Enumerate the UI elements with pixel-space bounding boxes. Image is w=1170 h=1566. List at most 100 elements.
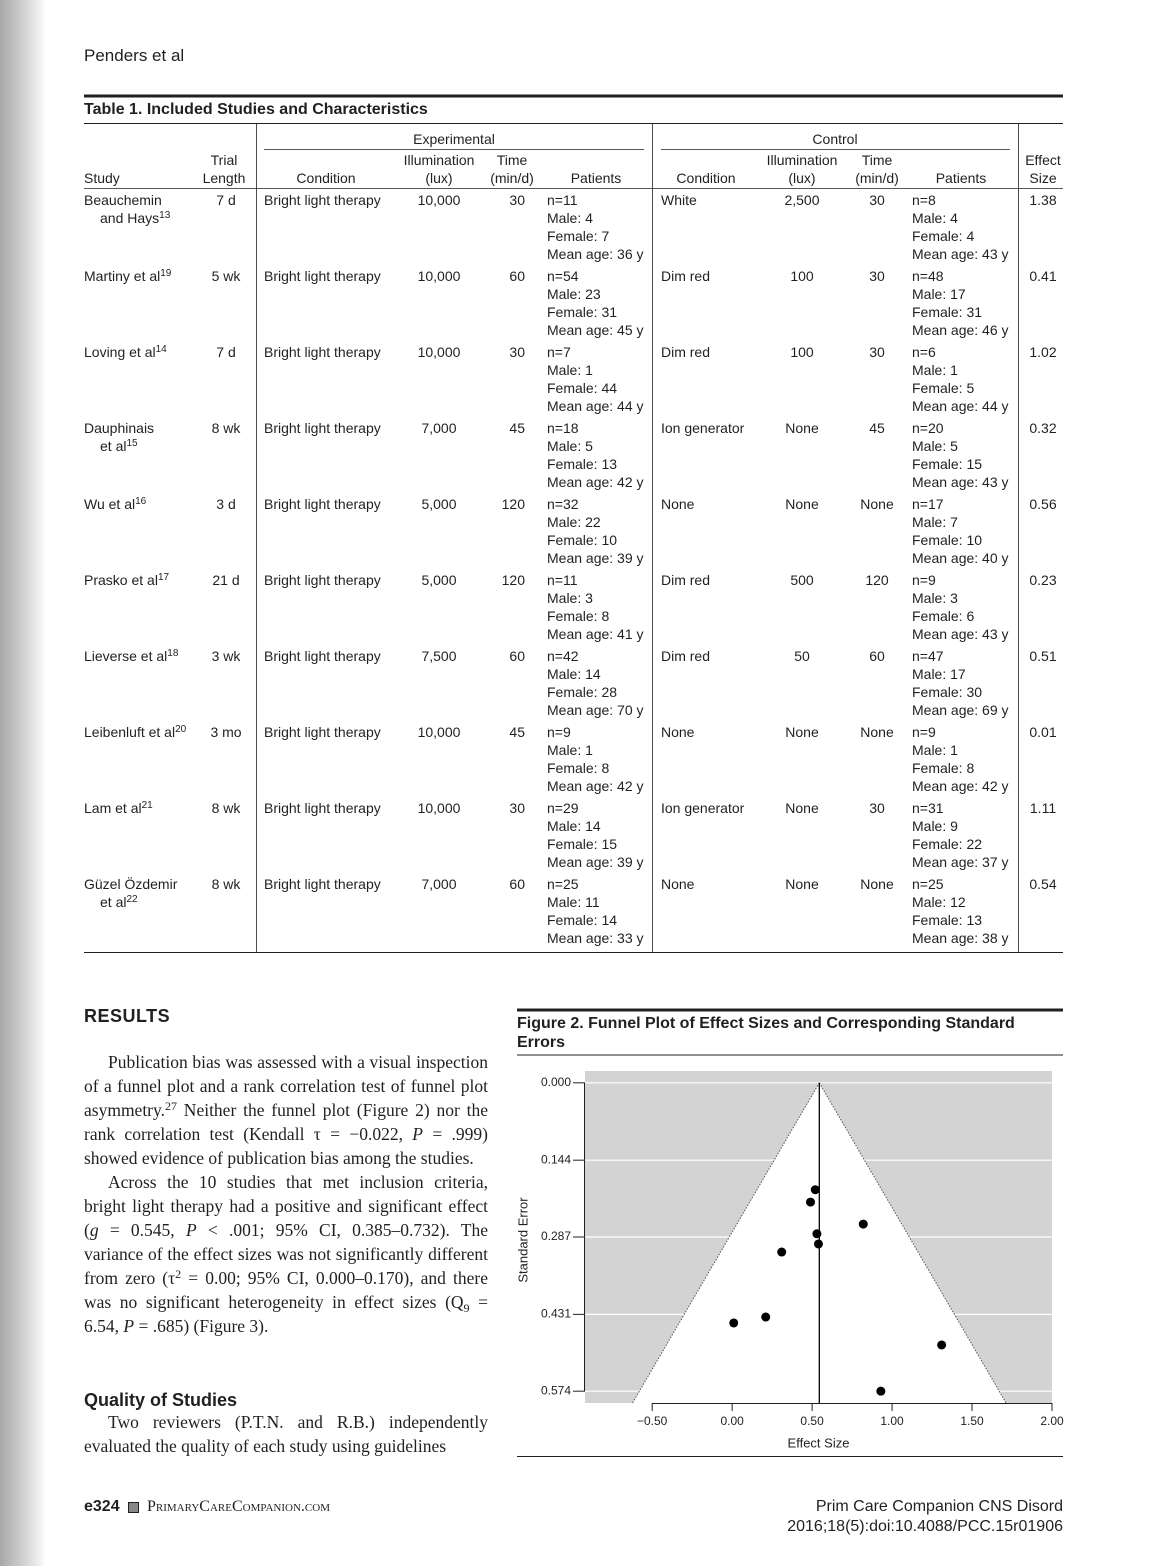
cell: 3 d xyxy=(216,496,236,512)
study-name: Leibenluft et al20 xyxy=(84,723,186,741)
text-run: Two reviewers (P.T.N. and R.B.) independ… xyxy=(84,1412,488,1456)
study-text: et al xyxy=(100,438,127,454)
study-name: Prasko et al17 xyxy=(84,571,169,589)
study-text: Loving et al xyxy=(84,344,156,360)
cell-line: n=11 xyxy=(547,572,578,588)
cell: None xyxy=(785,800,819,816)
cell-line: Male: 1 xyxy=(547,362,593,378)
text-run: 2 xyxy=(175,1267,182,1281)
column-header: Illumination xyxy=(766,152,838,168)
group-header: Experimental xyxy=(413,131,495,147)
cell-line: Male: 4 xyxy=(912,210,958,226)
cell-line: Male: 1 xyxy=(912,362,958,378)
study-text: Wu et al xyxy=(84,496,136,512)
cell-line: n=11 xyxy=(547,192,578,208)
study-name: Dauphinais xyxy=(84,419,154,437)
cell-line: Male: 7 xyxy=(912,514,958,530)
study-text: Martiny et al xyxy=(84,268,161,284)
text-run: = 6.54, xyxy=(84,1292,489,1336)
cell: 45 xyxy=(509,724,525,740)
cell-line: Mean age: 42 y xyxy=(912,778,1009,794)
cell-line: Mean age: 45 y xyxy=(547,322,644,338)
cell: 3 wk xyxy=(211,648,241,664)
section-heading: Quality of Studies xyxy=(84,1390,238,1410)
cell: 120 xyxy=(865,572,889,588)
cell: 1.38 xyxy=(1029,192,1057,208)
cell: 0.32 xyxy=(1029,420,1057,436)
x-tick-label: 1.50 xyxy=(960,1414,984,1428)
reference: 22 xyxy=(126,894,138,905)
cell-line: Mean age: 43 y xyxy=(912,246,1009,262)
study-name: Loving et al14 xyxy=(84,343,167,361)
cell: None xyxy=(860,496,894,512)
column-header: Patients xyxy=(935,170,987,186)
cell: 5,000 xyxy=(421,496,457,512)
cell: None xyxy=(785,876,819,892)
column-header: Patients xyxy=(570,170,622,186)
paragraph: Across the 10 studies that met inclusion… xyxy=(84,1170,488,1338)
reference: 18 xyxy=(167,648,179,659)
column-header: Trial xyxy=(210,152,238,168)
cell: 1.11 xyxy=(1029,800,1057,816)
study-name: et al15 xyxy=(100,437,138,455)
text-run: = 0.545, xyxy=(98,1220,186,1240)
x-tick-label: 0.00 xyxy=(720,1414,744,1428)
study-name: et al22 xyxy=(100,893,138,911)
text-run: < .001; 95% CI, 0.385–0.732). The varian… xyxy=(84,1220,489,1288)
cell: 60 xyxy=(509,268,525,284)
cell: Bright light therapy xyxy=(264,648,381,664)
cell: 10,000 xyxy=(417,800,461,816)
study-text: Güzel Özdemir xyxy=(84,876,178,892)
cell-line: Female: 14 xyxy=(547,912,618,928)
cell-line: Mean age: 39 y xyxy=(547,550,644,566)
point xyxy=(806,1197,816,1207)
study-name: and Hays13 xyxy=(100,209,170,227)
cell-line: Female: 6 xyxy=(912,608,975,624)
cell: 0.41 xyxy=(1029,268,1057,284)
cell-line: n=47 xyxy=(912,648,944,664)
cell-line: Mean age: 42 y xyxy=(547,474,644,490)
footer-icon xyxy=(128,1502,139,1513)
point xyxy=(810,1185,820,1195)
study-name: Martiny et al19 xyxy=(84,267,171,285)
cell: 8 wk xyxy=(211,800,241,816)
cell: Ion generator xyxy=(661,420,745,436)
cell-line: Male: 12 xyxy=(912,894,966,910)
column-header: Condition xyxy=(296,170,356,186)
paragraph: Two reviewers (P.T.N. and R.B.) independ… xyxy=(84,1410,488,1458)
cell: 10,000 xyxy=(417,268,461,284)
cell: Bright light therapy xyxy=(264,724,381,740)
text-run: 27 xyxy=(165,1099,177,1113)
cell-line: Female: 7 xyxy=(547,228,610,244)
cell: Bright light therapy xyxy=(264,192,381,208)
cell-line: Male: 14 xyxy=(547,818,601,834)
cell: Dim red xyxy=(661,648,711,664)
cell-line: n=9 xyxy=(912,572,936,588)
cell: None xyxy=(785,496,819,512)
cell: 7 d xyxy=(216,192,236,208)
x-tick-label: 0.50 xyxy=(800,1414,824,1428)
cell: 8 wk xyxy=(211,876,241,892)
cell-line: Mean age: 44 y xyxy=(547,398,644,414)
cell-line: Mean age: 40 y xyxy=(912,550,1009,566)
text-run: P xyxy=(123,1316,135,1336)
cell-line: Female: 8 xyxy=(912,760,975,776)
cell: 0.54 xyxy=(1029,876,1057,892)
cell-line: n=17 xyxy=(912,496,944,512)
reference: 19 xyxy=(160,268,172,279)
cell-line: Mean age: 70 y xyxy=(547,702,644,718)
cell-line: Mean age: 33 y xyxy=(547,930,644,946)
cell-line: n=42 xyxy=(547,648,579,664)
point xyxy=(729,1318,739,1328)
paragraph: Publication bias was assessed with a vis… xyxy=(84,1050,488,1170)
cell-line: Female: 22 xyxy=(912,836,983,852)
y-tick-label: 0.287 xyxy=(541,1229,571,1243)
cell-line: Female: 4 xyxy=(912,228,975,244)
cell: 7,000 xyxy=(421,420,457,436)
study-text: Lam et al xyxy=(84,800,142,816)
cell: Dim red xyxy=(661,344,711,360)
cell: None xyxy=(785,724,819,740)
cell: Bright light therapy xyxy=(264,268,381,284)
cell: 120 xyxy=(501,496,525,512)
